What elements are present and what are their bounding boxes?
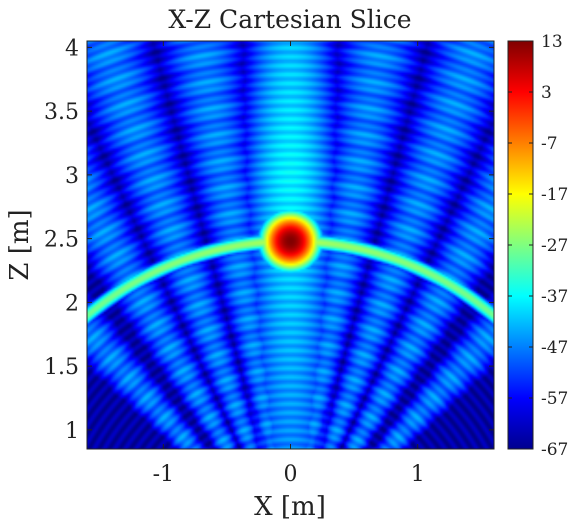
y-tick-label: 2.5 — [44, 228, 79, 253]
colorbar-tick-label: 3 — [541, 83, 552, 103]
colorbar-tick-label: -27 — [541, 236, 568, 256]
heatmap-plot-area — [86, 40, 495, 450]
chart-title: X-Z Cartesian Slice — [168, 5, 411, 34]
x-axis-label: X [m] — [254, 492, 326, 522]
y-tick-label: 1.5 — [44, 355, 79, 380]
colorbar-tick-label: -67 — [541, 440, 568, 460]
y-tick-label: 3 — [65, 164, 79, 189]
y-tick-label: 1 — [65, 419, 79, 444]
x-tick-label: 1 — [411, 462, 425, 487]
colorbar-tick-label: -47 — [541, 338, 568, 358]
y-axis-label: Z [m] — [5, 209, 35, 280]
y-tick-label: 3.5 — [44, 100, 79, 125]
heatmap-image — [87, 41, 494, 449]
colorbar-ticks: 13 3 -7 -17 -27 -37 -47 -57 -67 — [508, 32, 568, 460]
y-tick-label: 2 — [65, 291, 79, 316]
x-tick-label: 0 — [284, 462, 298, 487]
colorbar-tick-label: -7 — [541, 134, 558, 154]
y-tick-label: 4 — [65, 36, 79, 61]
colorbar-tick-label: 13 — [541, 32, 563, 52]
y-axis-ticks: 1 1.5 2 2.5 3 3.5 4 — [44, 36, 494, 444]
colorbar: 13 3 -7 -17 -27 -37 -47 -57 -67 — [507, 32, 568, 460]
x-axis-ticks: -1 0 1 — [153, 41, 425, 487]
colorbar-gradient — [507, 40, 534, 450]
colorbar-tick-label: -17 — [541, 185, 568, 205]
colorbar-tick-label: -37 — [541, 287, 568, 307]
colorbar-tick-label: -57 — [541, 389, 568, 409]
x-tick-label: -1 — [153, 462, 174, 487]
